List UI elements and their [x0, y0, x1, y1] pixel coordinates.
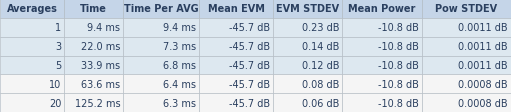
- Bar: [64, 37, 123, 56]
- Text: -10.8 dB: -10.8 dB: [378, 60, 419, 70]
- Text: 0.12 dB: 0.12 dB: [302, 60, 340, 70]
- Text: Time Per AVG: Time Per AVG: [124, 4, 198, 14]
- Bar: [342, 56, 422, 75]
- Bar: [199, 75, 273, 93]
- Bar: [342, 37, 422, 56]
- Text: 0.0008 dB: 0.0008 dB: [458, 98, 507, 108]
- Text: -45.7 dB: -45.7 dB: [229, 23, 270, 33]
- Bar: [422, 19, 511, 37]
- Bar: [273, 19, 342, 37]
- Text: 3: 3: [55, 42, 61, 52]
- Text: -10.8 dB: -10.8 dB: [378, 79, 419, 89]
- Bar: [199, 19, 273, 37]
- Text: 22.0 ms: 22.0 ms: [81, 42, 120, 52]
- Text: 9.4 ms: 9.4 ms: [163, 23, 196, 33]
- Bar: [199, 37, 273, 56]
- Bar: [199, 93, 273, 112]
- Text: 0.08 dB: 0.08 dB: [302, 79, 340, 89]
- Text: Mean EVM: Mean EVM: [208, 4, 265, 14]
- Text: -10.8 dB: -10.8 dB: [378, 23, 419, 33]
- Bar: [273, 56, 342, 75]
- Text: 33.9 ms: 33.9 ms: [81, 60, 120, 70]
- Bar: [422, 37, 511, 56]
- Bar: [123, 0, 199, 19]
- Bar: [123, 19, 199, 37]
- Text: 63.6 ms: 63.6 ms: [81, 79, 120, 89]
- Text: -45.7 dB: -45.7 dB: [229, 60, 270, 70]
- Bar: [64, 93, 123, 112]
- Text: 0.0011 dB: 0.0011 dB: [458, 60, 507, 70]
- Text: 10: 10: [49, 79, 61, 89]
- Text: -45.7 dB: -45.7 dB: [229, 79, 270, 89]
- Bar: [273, 37, 342, 56]
- Bar: [0, 37, 64, 56]
- Text: 125.2 ms: 125.2 ms: [75, 98, 120, 108]
- Bar: [0, 93, 64, 112]
- Bar: [64, 19, 123, 37]
- Text: Averages: Averages: [7, 4, 57, 14]
- Text: EVM STDEV: EVM STDEV: [276, 4, 339, 14]
- Text: 6.8 ms: 6.8 ms: [163, 60, 196, 70]
- Bar: [422, 93, 511, 112]
- Bar: [342, 0, 422, 19]
- Text: 0.06 dB: 0.06 dB: [302, 98, 340, 108]
- Text: -10.8 dB: -10.8 dB: [378, 98, 419, 108]
- Bar: [422, 0, 511, 19]
- Text: -45.7 dB: -45.7 dB: [229, 42, 270, 52]
- Bar: [123, 37, 199, 56]
- Text: Time: Time: [80, 4, 107, 14]
- Bar: [123, 56, 199, 75]
- Bar: [123, 93, 199, 112]
- Bar: [342, 19, 422, 37]
- Text: -10.8 dB: -10.8 dB: [378, 42, 419, 52]
- Text: 0.23 dB: 0.23 dB: [302, 23, 340, 33]
- Bar: [0, 0, 64, 19]
- Text: 0.0011 dB: 0.0011 dB: [458, 42, 507, 52]
- Bar: [342, 75, 422, 93]
- Text: -45.7 dB: -45.7 dB: [229, 98, 270, 108]
- Text: 9.4 ms: 9.4 ms: [87, 23, 120, 33]
- Text: 5: 5: [55, 60, 61, 70]
- Bar: [0, 75, 64, 93]
- Bar: [123, 75, 199, 93]
- Text: Pow STDEV: Pow STDEV: [435, 4, 497, 14]
- Bar: [422, 75, 511, 93]
- Bar: [64, 56, 123, 75]
- Text: 0.0008 dB: 0.0008 dB: [458, 79, 507, 89]
- Bar: [64, 75, 123, 93]
- Bar: [0, 56, 64, 75]
- Bar: [273, 0, 342, 19]
- Bar: [273, 75, 342, 93]
- Text: 20: 20: [49, 98, 61, 108]
- Bar: [199, 56, 273, 75]
- Text: 0.14 dB: 0.14 dB: [302, 42, 340, 52]
- Text: 6.4 ms: 6.4 ms: [163, 79, 196, 89]
- Text: 6.3 ms: 6.3 ms: [163, 98, 196, 108]
- Text: 7.3 ms: 7.3 ms: [163, 42, 196, 52]
- Text: 0.0011 dB: 0.0011 dB: [458, 23, 507, 33]
- Bar: [64, 0, 123, 19]
- Text: 1: 1: [55, 23, 61, 33]
- Bar: [422, 56, 511, 75]
- Bar: [342, 93, 422, 112]
- Bar: [273, 93, 342, 112]
- Bar: [0, 19, 64, 37]
- Text: Mean Power: Mean Power: [349, 4, 415, 14]
- Bar: [199, 0, 273, 19]
